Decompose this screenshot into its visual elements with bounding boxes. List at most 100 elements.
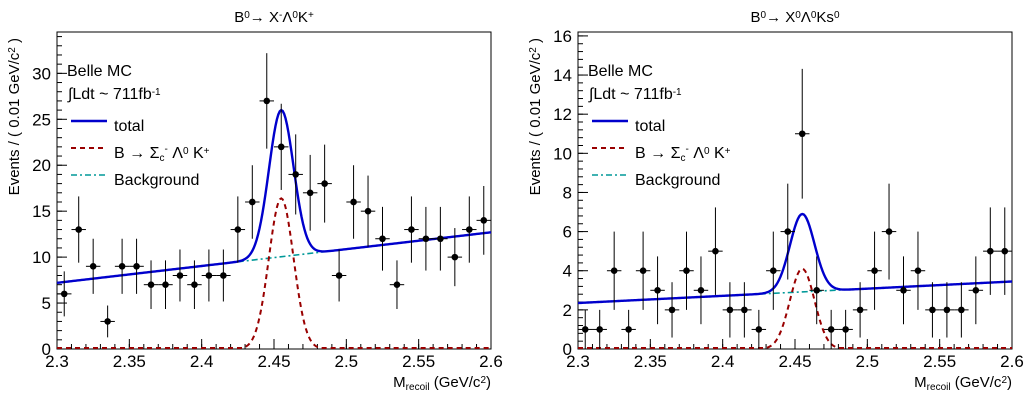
- data-point: [578, 309, 593, 349]
- data-marker: [625, 326, 632, 333]
- data-marker: [914, 267, 922, 275]
- data-marker: [89, 263, 97, 270]
- data-marker: [408, 226, 415, 233]
- data-marker: [60, 290, 68, 298]
- data-marker: [234, 226, 242, 233]
- data-marker: [350, 198, 357, 206]
- data-marker: [581, 326, 589, 333]
- legend-luminosity: ∫Ldt ~ 711fb-1: [67, 86, 161, 103]
- data-marker: [755, 326, 763, 333]
- data-marker: [393, 281, 401, 288]
- data-marker: [683, 267, 690, 275]
- data-point: [939, 282, 955, 338]
- y-tick-label: 14: [553, 66, 572, 85]
- x-tick-label: 2.4: [711, 352, 735, 371]
- data-point: [100, 305, 115, 338]
- data-marker: [364, 207, 372, 215]
- x-tick-label: 2.5: [856, 352, 880, 371]
- data-marker: [726, 306, 734, 314]
- chart-panel-2: B0→ X0Λ0Ks0 2.3 2.35 2.4 2.45 2.5 2.55 2.6 0 2 4 6 8…: [527, 9, 1024, 393]
- data-marker: [972, 286, 980, 294]
- data-marker: [958, 306, 965, 314]
- data-marker: [75, 226, 82, 233]
- data-marker: [929, 306, 936, 314]
- x-tick-label: 2.35: [113, 352, 146, 371]
- data-point: [838, 309, 853, 349]
- data-point: [910, 231, 926, 310]
- data-marker: [162, 281, 169, 288]
- signal-curve: [57, 197, 491, 349]
- data-point: [143, 260, 159, 309]
- x-tick-label: 2.3: [45, 352, 69, 371]
- data-point: [997, 207, 1012, 295]
- total-curve: [56, 108, 492, 285]
- data-point: [433, 206, 448, 271]
- data-marker: [697, 286, 705, 294]
- y-tick-label: 2: [563, 301, 572, 320]
- y-tick-label: 20: [32, 156, 51, 175]
- data-point: [404, 196, 419, 263]
- data-point: [245, 165, 260, 239]
- data-point: [360, 175, 376, 247]
- data-point: [317, 144, 332, 223]
- data-point: [201, 249, 217, 302]
- x-tick-label: 2.55: [923, 352, 956, 371]
- data-point: [230, 196, 246, 263]
- data-marker: [842, 326, 849, 333]
- data-marker: [827, 326, 835, 333]
- data-point: [867, 231, 882, 310]
- data-marker: [798, 130, 806, 138]
- data-point: [462, 196, 477, 263]
- data-marker: [249, 198, 256, 206]
- y-tick-label: 0: [563, 340, 572, 359]
- data-point: [274, 103, 289, 190]
- data-point: [331, 249, 347, 302]
- data-marker: [321, 180, 328, 187]
- data-point: [172, 249, 188, 302]
- legend-header: Belle MC: [588, 63, 653, 80]
- data-marker: [306, 189, 314, 197]
- legend-background-label: Background: [114, 172, 199, 189]
- data-point: [621, 309, 636, 349]
- data-point: [375, 206, 390, 271]
- y-axis-label: Events / ( 0.01 GeV/c2 ): [527, 38, 544, 195]
- data-point: [447, 228, 463, 287]
- data-marker: [596, 326, 603, 333]
- data-point: [85, 238, 101, 294]
- data-marker: [104, 318, 111, 325]
- x-axis-label: Mrecoil (GeV/c2): [914, 374, 1012, 393]
- data-point: [722, 282, 738, 338]
- y-tick-label: 30: [32, 64, 51, 83]
- data-marker: [437, 235, 444, 243]
- data-marker: [900, 286, 907, 294]
- data-point: [57, 271, 72, 317]
- legend: Belle MC ∫Ldt ~ 711fb-1 total B → Σc- Λ0 K+…: [588, 63, 731, 189]
- x-tick-label: 2.3: [566, 352, 590, 371]
- data-marker: [987, 247, 994, 255]
- data-point: [187, 260, 202, 309]
- data-marker: [480, 217, 488, 224]
- data-marker: [610, 267, 618, 275]
- y-tick-label: 8: [563, 183, 572, 202]
- chart-title-text: B0→ X-Λ0K+: [234, 9, 314, 26]
- legend-signal-label: B → Σc- Λ0 K+: [114, 144, 210, 164]
- data-point: [968, 256, 984, 325]
- data-marker: [639, 267, 647, 275]
- chart-title: B0→ X-Λ0K+: [234, 9, 314, 26]
- data-point: [954, 282, 969, 338]
- data-point: [795, 68, 810, 199]
- x-tick-label: 2.6: [1000, 352, 1024, 371]
- data-point: [664, 282, 680, 338]
- data-point: [693, 256, 709, 325]
- data-point: [288, 134, 303, 215]
- legend-total-label: total: [114, 118, 144, 135]
- data-marker: [943, 306, 951, 314]
- y-tick-label: 10: [553, 144, 572, 163]
- data-point: [823, 309, 839, 349]
- data-point: [737, 282, 752, 338]
- data-point: [606, 231, 622, 310]
- y-tick-label: 16: [553, 27, 572, 46]
- data-point: [158, 260, 173, 309]
- data-marker: [770, 267, 777, 275]
- x-tick-label: 2.4: [190, 352, 214, 371]
